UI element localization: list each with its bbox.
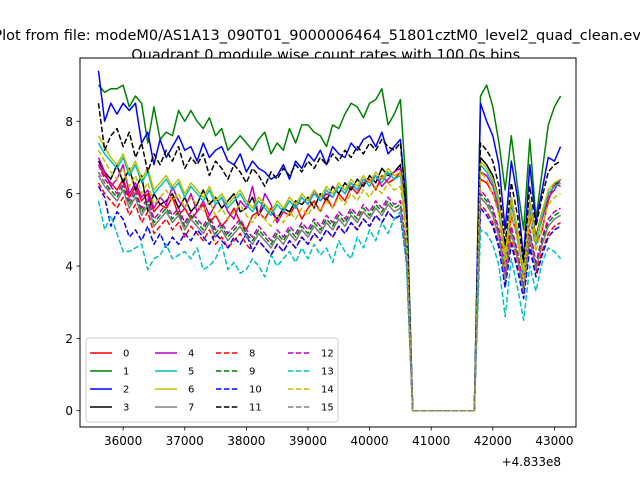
y-tick-label: 2 bbox=[65, 332, 73, 346]
y-axis: 0 2 4 6 8 bbox=[65, 115, 80, 418]
x-axis-offset-label: +4.833e8 bbox=[502, 455, 561, 469]
legend-label-8: 8 bbox=[249, 349, 255, 360]
legend-label-13: 13 bbox=[321, 367, 334, 378]
series-line-12 bbox=[97, 164, 561, 412]
series-line-2 bbox=[97, 70, 562, 412]
series-line-15 bbox=[97, 171, 561, 412]
chart-suptitle: Plot from file: modeM0/AS1A13_090T01_900… bbox=[0, 28, 640, 44]
series-line-4 bbox=[97, 157, 562, 412]
legend-label-9: 9 bbox=[249, 367, 255, 378]
legend-label-1: 1 bbox=[123, 367, 129, 378]
legend-frame bbox=[85, 337, 339, 423]
y-tick-label: 0 bbox=[65, 404, 73, 418]
x-tick-label: 38000 bbox=[227, 434, 265, 448]
series-layer bbox=[97, 70, 562, 412]
x-tick-label: 40000 bbox=[350, 434, 388, 448]
x-tick-label: 41000 bbox=[412, 434, 450, 448]
legend-label-11: 11 bbox=[249, 403, 262, 414]
x-axis: 36000 37000 38000 39000 40000 41000 42000 43000 bbox=[104, 427, 574, 448]
legend-label-3: 3 bbox=[123, 403, 129, 414]
legend-label-15: 15 bbox=[321, 403, 334, 414]
y-tick-label: 6 bbox=[65, 187, 73, 201]
legend-label-12: 12 bbox=[321, 349, 334, 360]
y-tick-label: 4 bbox=[65, 260, 73, 274]
plot-frame bbox=[79, 57, 577, 428]
series-line-5 bbox=[97, 142, 561, 412]
series-line-11 bbox=[97, 103, 561, 412]
series-line-14 bbox=[97, 149, 561, 412]
x-tick-label: 42000 bbox=[474, 434, 512, 448]
legend-label-14: 14 bbox=[321, 385, 334, 396]
series-line-13 bbox=[97, 200, 562, 412]
legend-label-7: 7 bbox=[188, 403, 194, 414]
y-tick-label: 8 bbox=[65, 115, 73, 129]
legend-label-4: 4 bbox=[188, 349, 194, 360]
legend-label-6: 6 bbox=[188, 385, 194, 396]
legend-label-2: 2 bbox=[123, 385, 129, 396]
series-line-1 bbox=[97, 84, 562, 412]
series-line-9 bbox=[97, 171, 561, 412]
series-line-10 bbox=[97, 186, 561, 412]
legend-label-5: 5 bbox=[188, 367, 194, 378]
x-tick-label: 39000 bbox=[289, 434, 327, 448]
x-tick-label: 37000 bbox=[166, 434, 204, 448]
series-line-6 bbox=[97, 135, 561, 412]
x-tick-label: 36000 bbox=[104, 434, 142, 448]
x-tick-label: 43000 bbox=[535, 434, 573, 448]
legend-label-0: 0 bbox=[123, 349, 129, 360]
series-line-0 bbox=[97, 164, 561, 412]
legend-label-10: 10 bbox=[249, 385, 262, 396]
